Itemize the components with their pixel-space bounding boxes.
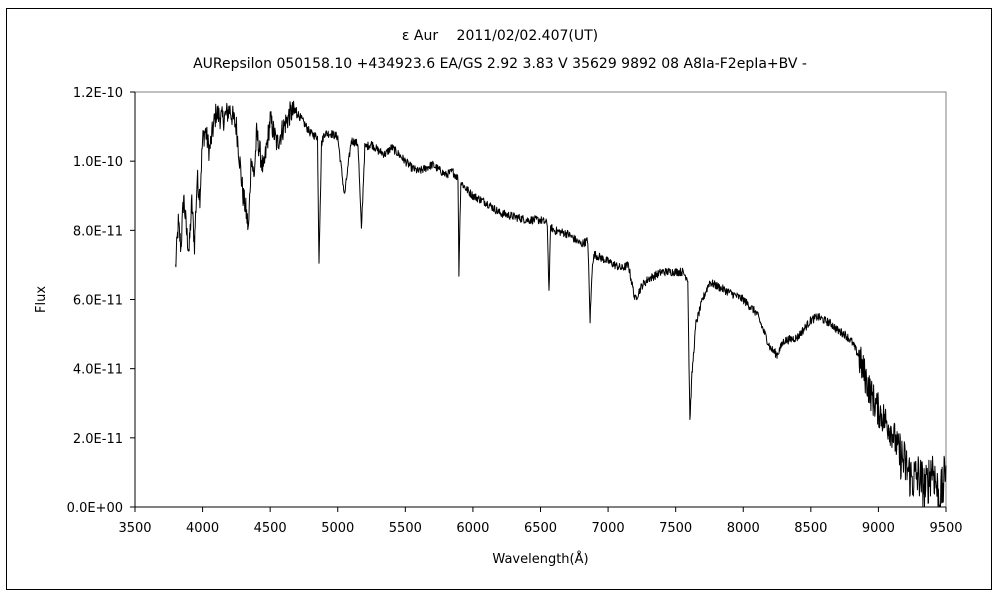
y-tick-label: 1.2E-10 [73, 86, 123, 101]
x-tick-label: 6500 [524, 521, 557, 536]
x-tick-label: 3500 [118, 521, 151, 536]
y-tick-label: 0.0E+00 [67, 501, 123, 516]
x-tick-label: 4500 [254, 521, 287, 536]
x-tick-label: 9000 [862, 521, 895, 536]
y-tick-label: 6.0E-11 [73, 294, 123, 309]
x-tick-label: 7500 [659, 521, 692, 536]
series-group [175, 100, 947, 508]
y-tick-label: 1.0E-10 [73, 155, 123, 170]
x-tick-label: 4000 [186, 521, 219, 536]
spectrum-line [175, 100, 947, 508]
x-tick-label: 5000 [321, 521, 354, 536]
plot-area [134, 91, 947, 508]
y-axis-label: Flux [34, 286, 49, 313]
y-tick-label: 8.0E-11 [73, 224, 123, 239]
x-tick-label: 8500 [794, 521, 827, 536]
x-axis-label: Wavelength(Å) [492, 551, 588, 567]
chart-subtitle: AURepsilon 050158.10 +434923.6 EA/GS 2.9… [193, 56, 807, 72]
x-tick-label: 5500 [389, 521, 422, 536]
x-tick-label: 9500 [929, 521, 962, 536]
x-tick-label: 8000 [727, 521, 760, 536]
y-axis: 0.0E+00 2.0E-11 4.0E-11 6.0E-11 8.0E-11 1.0E-… [67, 86, 136, 516]
x-tick-label: 6000 [456, 521, 489, 536]
x-axis: 3500 4000 4500 5000 5500 6000 6500 7000 7500 8000… [118, 506, 963, 536]
y-tick-label: 4.0E-11 [73, 363, 123, 378]
chart-title: ε Aur 2011/02/02.407(UT) [401, 28, 599, 44]
x-tick-label: 7000 [592, 521, 625, 536]
y-tick-label: 2.0E-11 [73, 432, 123, 447]
